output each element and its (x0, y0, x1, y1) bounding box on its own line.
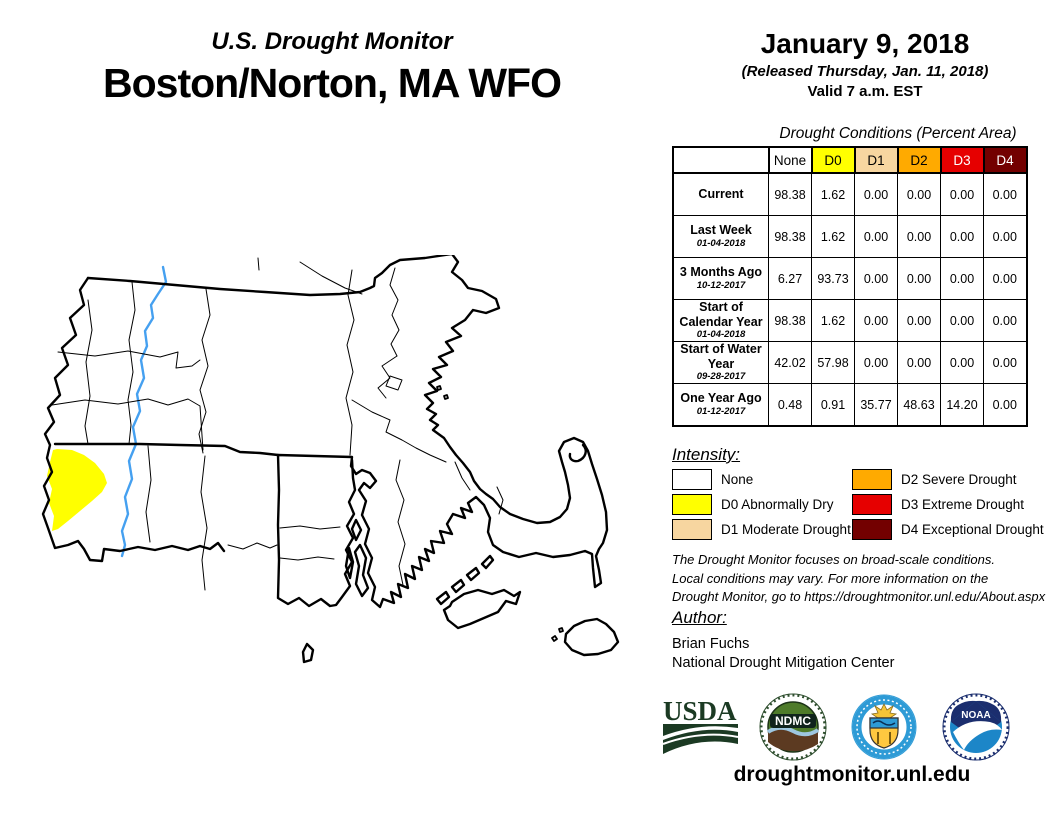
table-row: Start of Water Year 09-28-2017 42.02 57.9… (672, 341, 1028, 384)
drought-conditions-table: None D0 D1 D2 D3 D4 Current 98.38 1.62 0… (672, 146, 1028, 427)
footer-url: droughtmonitor.unl.edu (733, 763, 971, 786)
prudence-island (350, 518, 363, 542)
county-lines (51, 257, 504, 591)
agency-logos: USDA NDMC (662, 693, 1010, 761)
col-header-d4: D4 (982, 146, 1028, 174)
row-label: One Year Ago 01-12-2017 (672, 383, 769, 427)
legend-item: D4 Exceptional Drought (852, 519, 1044, 540)
legend-item: None (672, 469, 753, 490)
report-kicker: U.S. Drought Monitor (211, 28, 453, 55)
report-date: January 9, 2018 (760, 28, 970, 59)
table-caption: Drought Conditions (Percent Area) (779, 125, 1017, 142)
massachusetts-coast (86, 255, 609, 609)
col-header-d1: D1 (853, 146, 899, 174)
table-corner-gap (672, 146, 770, 174)
row-label: Last Week 01-04-2018 (672, 215, 769, 258)
col-header-d2: D2 (896, 146, 942, 174)
table-row: Start of Calendar Year 01-04-2018 98.38 1… (672, 299, 1028, 342)
usda-logo: USDA (662, 696, 739, 754)
state-outline (41, 255, 620, 664)
elizabeth-islands (435, 554, 495, 606)
marthas-vineyard (442, 588, 522, 630)
drought-map (41, 255, 620, 664)
released-date: (Released Thursday, Jan. 11, 2018) (741, 63, 989, 80)
row-label: Start of Calendar Year 01-04-2018 (672, 299, 769, 342)
cape-cod-hook (568, 443, 587, 463)
table-row: 3 Months Ago 10-12-2017 6.27 93.73 0.00 0… (672, 257, 1028, 300)
small-islets (436, 385, 564, 642)
table-row: Last Week 01-04-2018 98.38 1.62 0.00 0.00… (672, 215, 1028, 258)
intensity-heading: Intensity: (672, 445, 741, 464)
col-header-d3: D3 (939, 146, 985, 174)
d0-region (47, 449, 107, 531)
block-island (301, 642, 315, 664)
noaa-logo: NOAA (942, 693, 1010, 761)
row-label: Start of Water Year 09-28-2017 (672, 341, 769, 384)
aquidneck-island (353, 543, 370, 598)
legend-swatch-d2 (852, 469, 892, 490)
col-header-d0: D0 (810, 146, 856, 174)
connecticut-river (120, 265, 168, 558)
row-label: Current (672, 172, 769, 216)
wfo-boundary-line (53, 442, 280, 457)
legend-swatch-d1 (672, 519, 712, 540)
legend-item: D2 Severe Drought (852, 469, 1017, 490)
disclaimer-text: The Drought Monitor focuses on broad-sca… (672, 552, 1046, 604)
row-label: 3 Months Ago 10-12-2017 (672, 257, 769, 300)
valid-time: Valid 7 a.m. EST (807, 83, 923, 100)
page-title: Boston/Norton, MA WFO (103, 60, 562, 106)
legend-swatch-d0 (672, 494, 712, 515)
author-name: Brian Fuchs (672, 636, 750, 652)
svg-text:NDMC: NDMC (775, 714, 811, 728)
svg-text:NOAA: NOAA (961, 710, 990, 721)
legend-swatch-d4 (852, 519, 892, 540)
commerce-seal (851, 694, 917, 760)
col-header-none: None (767, 146, 813, 174)
author-heading: Author: (672, 608, 727, 627)
legend-swatch-d3 (852, 494, 892, 515)
legend-item: D3 Extreme Drought (852, 494, 1024, 515)
author-org: National Drought Mitigation Center (672, 655, 895, 671)
table-row: One Year Ago 01-12-2017 0.48 0.91 35.77 4… (672, 383, 1028, 427)
conanicut-island (344, 546, 355, 580)
date-block: January 9, 2018 (Released Thursday, Jan.… (690, 28, 1040, 100)
svg-text:USDA: USDA (663, 696, 737, 726)
west-and-south-border (41, 276, 226, 563)
legend-item: D1 Moderate Drought (672, 519, 851, 540)
table-row: Current 98.38 1.62 0.00 0.00 0.00 0.00 (672, 172, 1028, 216)
nantucket (563, 617, 620, 657)
legend-item: D0 Abnormally Dry (672, 494, 834, 515)
ndmc-logo: NDMC (759, 693, 827, 761)
legend-swatch-none (672, 469, 712, 490)
table-header-row: None D0 D1 D2 D3 D4 (672, 146, 1028, 174)
